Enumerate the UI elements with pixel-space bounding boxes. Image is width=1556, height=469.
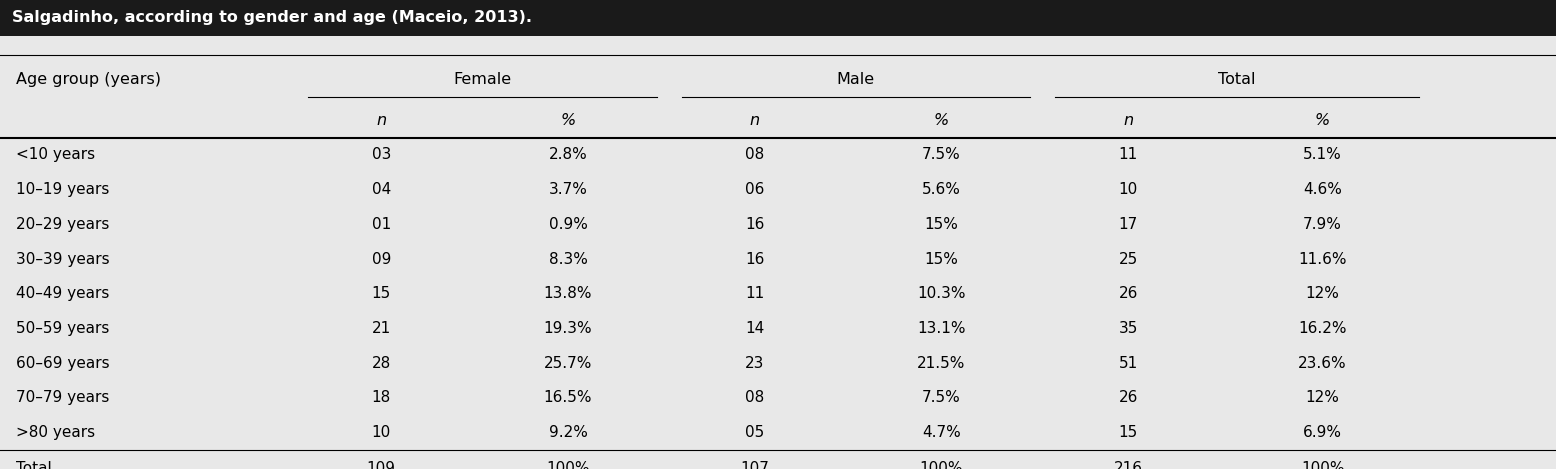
- Text: 16.5%: 16.5%: [543, 391, 593, 406]
- Text: 40–49 years: 40–49 years: [16, 287, 109, 302]
- Text: 18: 18: [372, 391, 391, 406]
- Text: 10–19 years: 10–19 years: [16, 182, 109, 197]
- Text: <10 years: <10 years: [16, 147, 95, 162]
- Text: 9.2%: 9.2%: [549, 425, 587, 440]
- Text: Total: Total: [1218, 72, 1256, 87]
- Text: 16.2%: 16.2%: [1298, 321, 1347, 336]
- Text: 06: 06: [745, 182, 764, 197]
- Text: 10.3%: 10.3%: [916, 287, 966, 302]
- Text: 13.1%: 13.1%: [916, 321, 966, 336]
- Text: 04: 04: [372, 182, 391, 197]
- Text: 70–79 years: 70–79 years: [16, 391, 109, 406]
- Text: 12%: 12%: [1305, 287, 1340, 302]
- Text: 15: 15: [372, 287, 391, 302]
- Text: 08: 08: [745, 147, 764, 162]
- Text: 15%: 15%: [924, 217, 958, 232]
- Text: 107: 107: [741, 461, 769, 469]
- Text: 51: 51: [1119, 356, 1137, 371]
- Text: 6.9%: 6.9%: [1302, 425, 1343, 440]
- Text: 100%: 100%: [1301, 461, 1344, 469]
- Text: 109: 109: [367, 461, 395, 469]
- Text: %: %: [1315, 113, 1330, 128]
- Text: 35: 35: [1119, 321, 1137, 336]
- Text: 7.5%: 7.5%: [923, 391, 960, 406]
- Text: 0.9%: 0.9%: [549, 217, 587, 232]
- Text: 01: 01: [372, 217, 391, 232]
- Text: 16: 16: [745, 217, 764, 232]
- Text: 11.6%: 11.6%: [1298, 252, 1347, 266]
- FancyBboxPatch shape: [0, 0, 1556, 36]
- Text: 7.5%: 7.5%: [923, 147, 960, 162]
- Text: 7.9%: 7.9%: [1304, 217, 1341, 232]
- Text: 4.7%: 4.7%: [923, 425, 960, 440]
- Text: 10: 10: [372, 425, 391, 440]
- Text: Female: Female: [453, 72, 512, 87]
- Text: %: %: [560, 113, 576, 128]
- Text: 5.6%: 5.6%: [923, 182, 960, 197]
- Text: >80 years: >80 years: [16, 425, 95, 440]
- Text: 3.7%: 3.7%: [549, 182, 587, 197]
- Text: 21: 21: [372, 321, 391, 336]
- Text: Male: Male: [837, 72, 874, 87]
- Text: 17: 17: [1119, 217, 1137, 232]
- Text: 08: 08: [745, 391, 764, 406]
- Text: 14: 14: [745, 321, 764, 336]
- Text: 05: 05: [745, 425, 764, 440]
- Text: 11: 11: [1119, 147, 1137, 162]
- Text: n: n: [377, 113, 386, 128]
- Text: 03: 03: [372, 147, 391, 162]
- Text: 15%: 15%: [924, 252, 958, 266]
- Text: 15: 15: [1119, 425, 1137, 440]
- Text: Total: Total: [16, 461, 51, 469]
- Text: 100%: 100%: [920, 461, 963, 469]
- Text: 09: 09: [372, 252, 391, 266]
- Text: 25.7%: 25.7%: [543, 356, 593, 371]
- Text: 16: 16: [745, 252, 764, 266]
- Text: 23: 23: [745, 356, 764, 371]
- Text: 20–29 years: 20–29 years: [16, 217, 109, 232]
- Text: n: n: [1123, 113, 1133, 128]
- Text: 2.8%: 2.8%: [549, 147, 587, 162]
- Text: 19.3%: 19.3%: [543, 321, 593, 336]
- Text: 21.5%: 21.5%: [916, 356, 966, 371]
- Text: 100%: 100%: [546, 461, 590, 469]
- Text: 12%: 12%: [1305, 391, 1340, 406]
- Text: 25: 25: [1119, 252, 1137, 266]
- Text: 30–39 years: 30–39 years: [16, 252, 109, 266]
- Text: 5.1%: 5.1%: [1304, 147, 1341, 162]
- Text: %: %: [934, 113, 949, 128]
- Text: 216: 216: [1114, 461, 1142, 469]
- Text: 26: 26: [1119, 391, 1137, 406]
- Text: 4.6%: 4.6%: [1304, 182, 1341, 197]
- Text: Salgadinho, according to gender and age (Maceio, 2013).: Salgadinho, according to gender and age …: [12, 10, 532, 25]
- Text: 50–59 years: 50–59 years: [16, 321, 109, 336]
- Text: 13.8%: 13.8%: [543, 287, 593, 302]
- Text: 26: 26: [1119, 287, 1137, 302]
- Text: 23.6%: 23.6%: [1298, 356, 1347, 371]
- Text: 28: 28: [372, 356, 391, 371]
- Text: 8.3%: 8.3%: [549, 252, 587, 266]
- Text: 11: 11: [745, 287, 764, 302]
- Text: 10: 10: [1119, 182, 1137, 197]
- Text: 60–69 years: 60–69 years: [16, 356, 109, 371]
- Text: n: n: [750, 113, 759, 128]
- Text: Age group (years): Age group (years): [16, 72, 160, 87]
